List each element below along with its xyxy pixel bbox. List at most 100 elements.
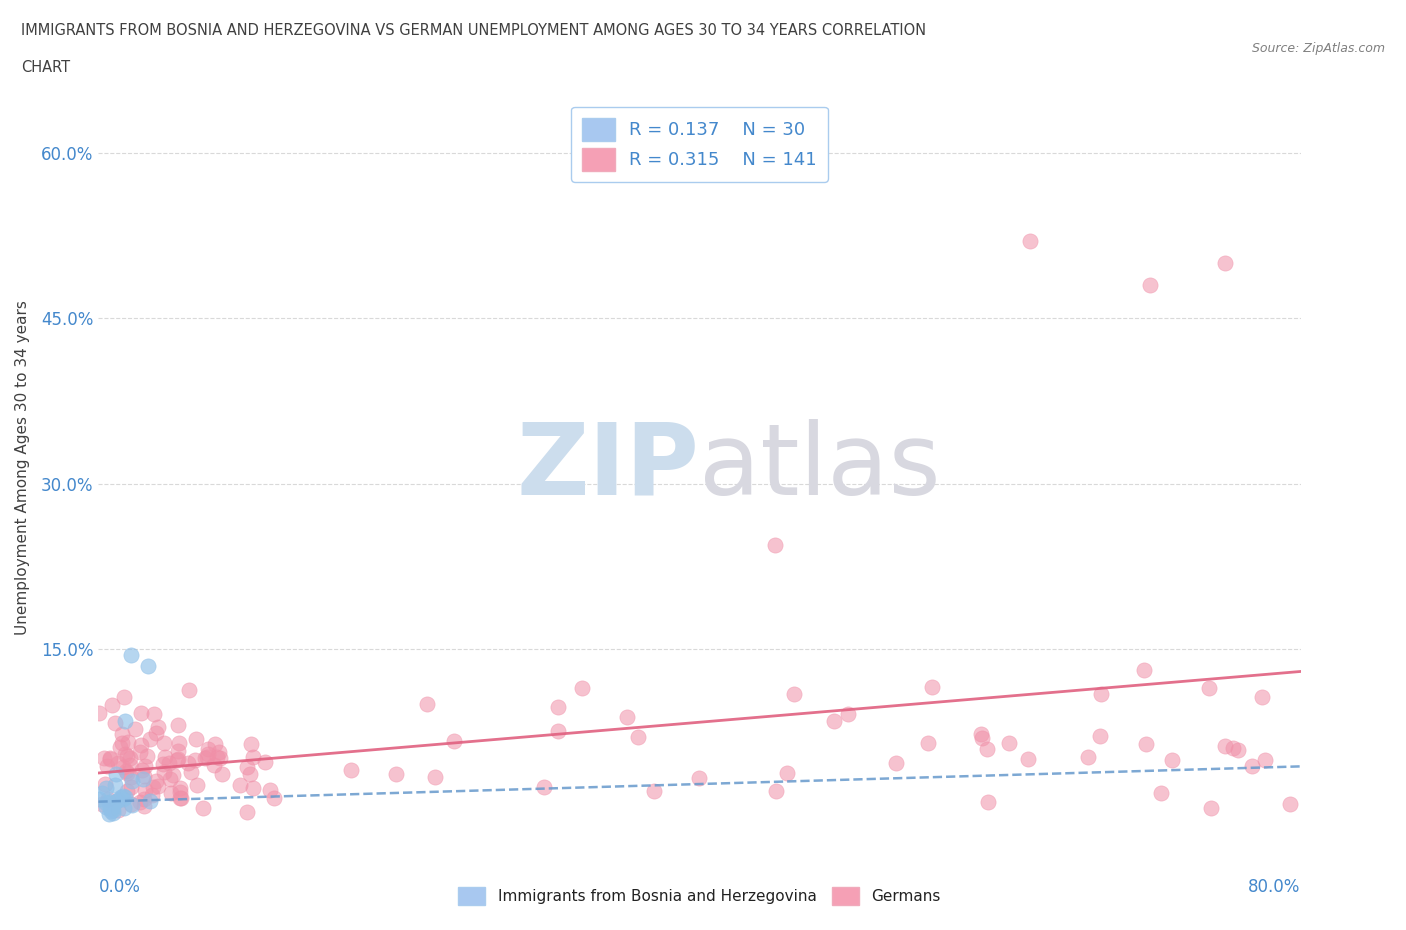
Point [129,737,152,752]
Point [98,751,121,766]
Point [1088,729,1111,744]
Point [114,764,136,778]
Point [108,739,131,754]
Point [229,777,252,792]
Point [177,755,200,770]
Point [167,751,190,766]
Point [159,772,181,787]
Point [98,796,121,811]
Point [134,759,156,774]
Point [1241,759,1264,774]
Point [763,538,786,552]
Point [571,680,593,695]
Point [240,737,263,751]
Point [94,780,117,795]
Point [259,783,281,798]
Point [114,747,136,762]
Point [204,737,226,751]
Point [114,713,136,728]
Point [152,735,174,750]
Point [823,714,845,729]
Point [153,750,176,764]
Point [917,736,939,751]
Legend: Immigrants from Bosnia and Herzegovina, Germans: Immigrants from Bosnia and Herzegovina, … [451,881,948,910]
Point [191,801,214,816]
Point [145,774,167,789]
Point [533,779,555,794]
Point [98,794,121,809]
Point [107,755,129,770]
Point [205,750,228,764]
Point [197,741,219,756]
Point [129,706,152,721]
Point [263,790,285,805]
Point [423,770,446,785]
Point [103,805,125,820]
Point [120,758,142,773]
Point [121,647,143,662]
Point [97,792,120,807]
Point [104,715,127,730]
Point [884,756,907,771]
Point [114,790,136,804]
Point [98,801,121,816]
Point [117,749,139,764]
Point [1199,801,1222,816]
Point [239,767,262,782]
Point [783,686,806,701]
Point [385,767,408,782]
Point [146,719,169,734]
Point [124,722,146,737]
Point [1222,741,1244,756]
Point [170,790,193,805]
Point [1254,752,1277,767]
Point [184,731,207,746]
Point [100,698,122,712]
Point [253,755,276,770]
Point [90,796,112,811]
Point [143,707,166,722]
Point [152,756,174,771]
Point [129,794,152,809]
Point [236,760,259,775]
Point [765,784,787,799]
Point [202,757,225,772]
Point [180,764,202,779]
Point [1090,686,1112,701]
Point [643,783,665,798]
Point [1215,256,1237,271]
Point [1198,680,1220,695]
Point [112,690,135,705]
Point [146,778,169,793]
Point [1017,751,1039,766]
Point [775,765,797,780]
Point [89,706,111,721]
Point [111,789,134,804]
Point [184,752,207,767]
Point [169,780,191,795]
Point [136,749,159,764]
Point [136,658,159,673]
Point [91,785,114,800]
Point [139,731,162,746]
Point [112,760,135,775]
Point [179,683,201,698]
Point [121,773,143,788]
Point [112,791,135,806]
Point [443,734,465,749]
Point [1019,233,1042,248]
Point [142,780,165,795]
Point [166,753,188,768]
Point [139,793,162,808]
Point [129,745,152,760]
Point [105,793,128,808]
Point [157,756,180,771]
Point [976,794,998,809]
Point [167,718,190,733]
Point [1279,796,1302,811]
Point [242,750,264,764]
Point [98,799,121,814]
Point [121,798,143,813]
Point [167,736,190,751]
Point [1226,742,1249,757]
